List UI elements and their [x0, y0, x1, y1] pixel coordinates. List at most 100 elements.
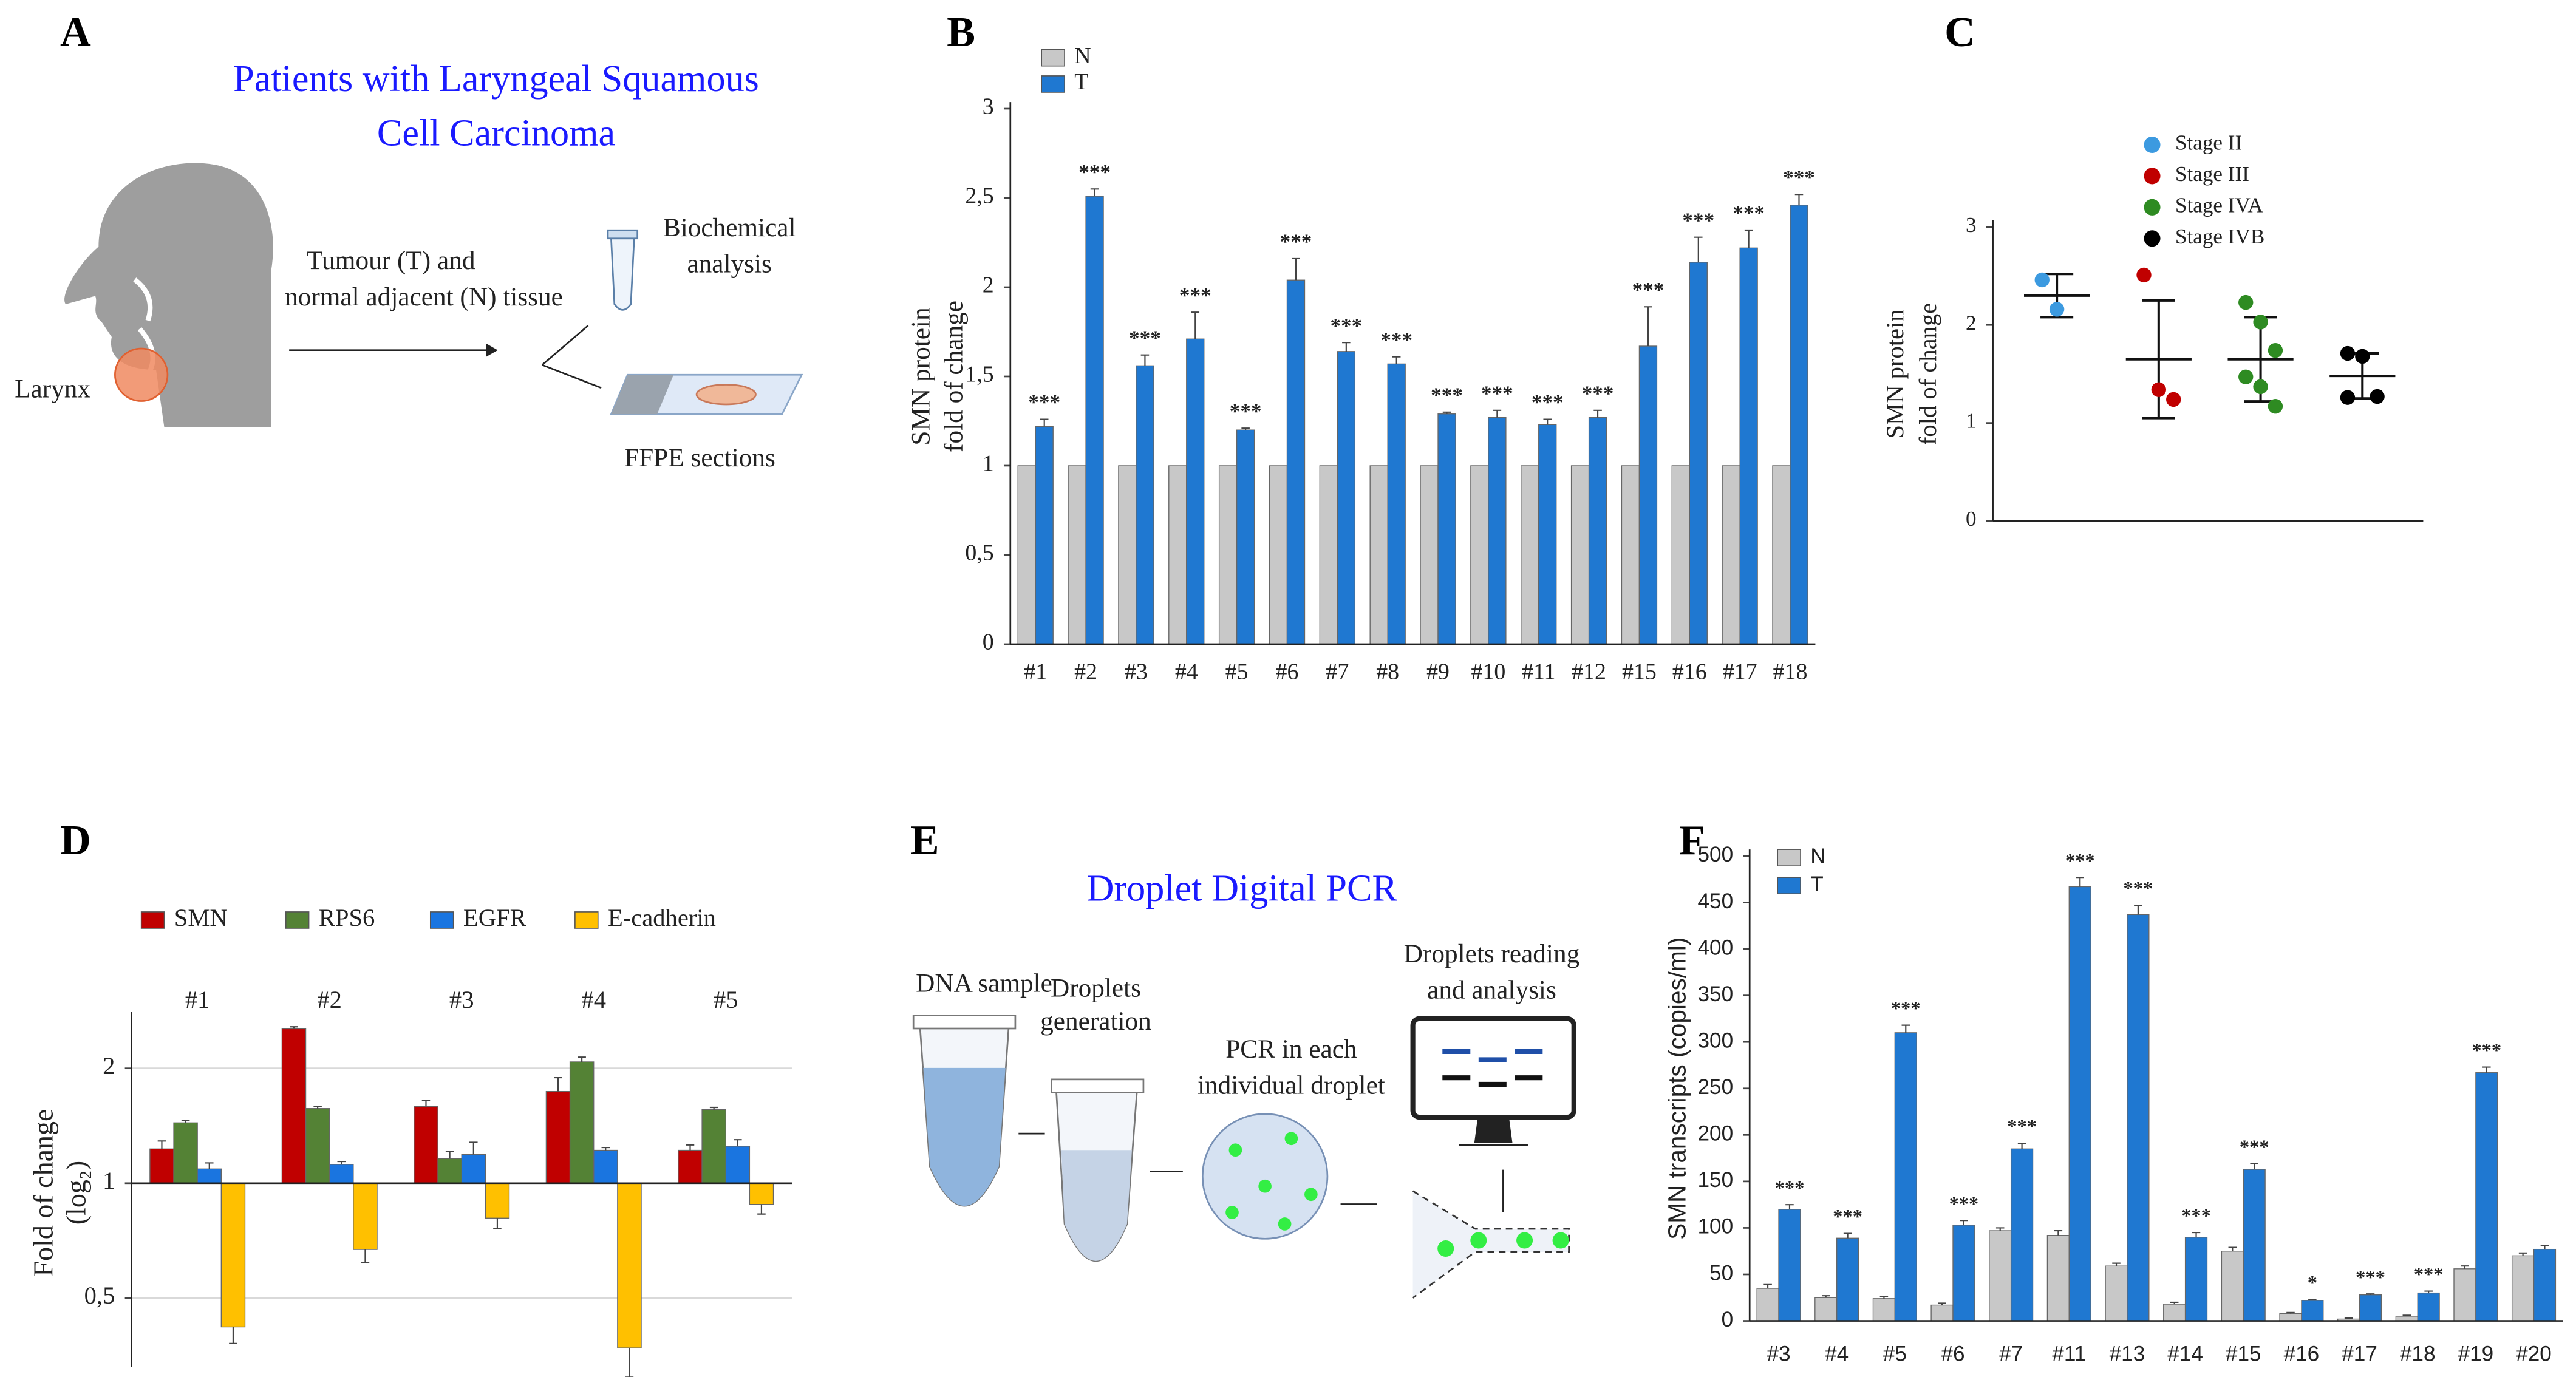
data-point — [2253, 314, 2268, 330]
error-bar — [1763, 1284, 1772, 1288]
x-tick-label: #17 — [1723, 659, 1757, 684]
bar — [1085, 195, 1104, 645]
bar — [1470, 465, 1489, 645]
bar — [197, 1168, 222, 1184]
tube-liquid — [923, 1067, 1006, 1206]
significance-label: *** — [1532, 390, 1564, 414]
droplet-circle — [1201, 1113, 1329, 1240]
bar — [2127, 914, 2150, 1322]
error-bar — [361, 1250, 370, 1263]
y-tick-label: 2 — [983, 273, 994, 298]
bar — [1236, 429, 1255, 645]
bar — [2068, 886, 2091, 1322]
step-label: individual droplet — [1198, 1070, 1385, 1100]
bar — [2184, 1237, 2208, 1322]
y-tick-label: 0 — [1966, 507, 1977, 531]
y-tick-label: 1,5 — [965, 362, 993, 387]
channel-droplets — [1437, 1232, 1569, 1257]
error-bar — [2461, 1265, 2469, 1269]
y-tick-label: 0,5 — [965, 540, 993, 566]
x-tick-label: #9 — [1426, 659, 1450, 684]
significance-label: *** — [1280, 230, 1312, 254]
sd-bar — [2142, 299, 2175, 420]
bar — [1437, 413, 1456, 645]
data-point — [2253, 379, 2268, 395]
legend-label: SMN — [174, 904, 228, 931]
error-bar — [2482, 1066, 2491, 1073]
bar — [1168, 465, 1187, 645]
legend-label: Stage IVB — [2175, 225, 2264, 248]
bar — [1538, 424, 1557, 645]
significance-label: *** — [1230, 399, 1262, 423]
bar — [545, 1090, 571, 1184]
data-point — [2136, 267, 2152, 283]
significance-label: *** — [1380, 328, 1412, 352]
bar — [2279, 1313, 2302, 1322]
data-point — [2268, 399, 2283, 414]
error-bar — [421, 1100, 431, 1107]
bar — [2010, 1148, 2034, 1322]
y-tick-label: 3 — [983, 94, 994, 120]
error-bar — [1794, 194, 1804, 205]
tube-cap — [912, 1015, 1017, 1030]
x-tick-label: #5 — [714, 986, 738, 1013]
monitor-stand — [1459, 1116, 1528, 1146]
x-tick-label: #8 — [1376, 659, 1399, 684]
x-tick-label: #3 — [1767, 1342, 1790, 1366]
tube-cap — [607, 229, 639, 240]
error-bar — [1543, 418, 1552, 425]
tissue-section — [695, 384, 757, 406]
y-axis-label: SMN transcripts (copies/ml) — [1663, 937, 1691, 1240]
step-label: Droplets — [1051, 974, 1141, 1003]
x-tick-label: #15 — [1622, 659, 1657, 684]
x-tick-label: #2 — [1074, 659, 1097, 684]
x-tick-label: #3 — [449, 986, 474, 1013]
error-bar — [2192, 1232, 2201, 1237]
x-tick-label: #7 — [1999, 1342, 2023, 1366]
panel-letter: A — [60, 8, 91, 56]
significance-label: *** — [1632, 278, 1665, 302]
x-tick-label: #4 — [1175, 659, 1198, 684]
x-tick-label: #5 — [1883, 1342, 1907, 1366]
bar — [2243, 1169, 2266, 1322]
y-axis-label: fold of change — [1914, 303, 1941, 445]
y-tick-label: 400 — [1697, 936, 1733, 959]
significance-label: *** — [1682, 208, 1714, 232]
monitor-lanes — [1442, 1049, 1543, 1087]
bar — [617, 1183, 642, 1348]
bar — [1989, 1230, 2012, 1322]
bar — [1588, 416, 1607, 645]
significance-label: *** — [2065, 850, 2095, 872]
bar — [725, 1146, 751, 1184]
significance-label: *** — [1078, 160, 1111, 184]
legend-swatch — [140, 911, 165, 929]
panel-letter: C — [1944, 8, 1975, 56]
error-bar — [1879, 1296, 1889, 1299]
legend-label: T — [1074, 69, 1088, 95]
error-bar — [1040, 418, 1049, 427]
error-bar — [2054, 1229, 2063, 1236]
bar — [1671, 465, 1690, 645]
bar — [1136, 365, 1154, 645]
bar — [1814, 1297, 1838, 1322]
legend-swatch — [285, 911, 310, 929]
y-axis-label: SMN protein — [906, 307, 935, 445]
error-bar — [1960, 1220, 1968, 1225]
significance-label: *** — [2240, 1137, 2269, 1158]
error-bar — [1744, 229, 1753, 248]
x-tick-label: #1 — [1024, 659, 1047, 684]
bar — [1068, 465, 1086, 645]
y-axis-label: Fold of change — [27, 1109, 58, 1277]
y-tick-label: 150 — [1697, 1168, 1733, 1192]
significance-label: *** — [1775, 1177, 1805, 1199]
legend-swatch — [1777, 877, 1801, 894]
bar — [1772, 465, 1791, 645]
bar — [569, 1061, 595, 1184]
x-tick-label: #18 — [2400, 1342, 2436, 1366]
error-bar — [2112, 1262, 2121, 1266]
x-tick-label: #14 — [2167, 1342, 2203, 1366]
tube-cap — [1051, 1078, 1145, 1093]
slide-label — [611, 375, 674, 415]
x-tick-label: #10 — [1471, 659, 1505, 684]
